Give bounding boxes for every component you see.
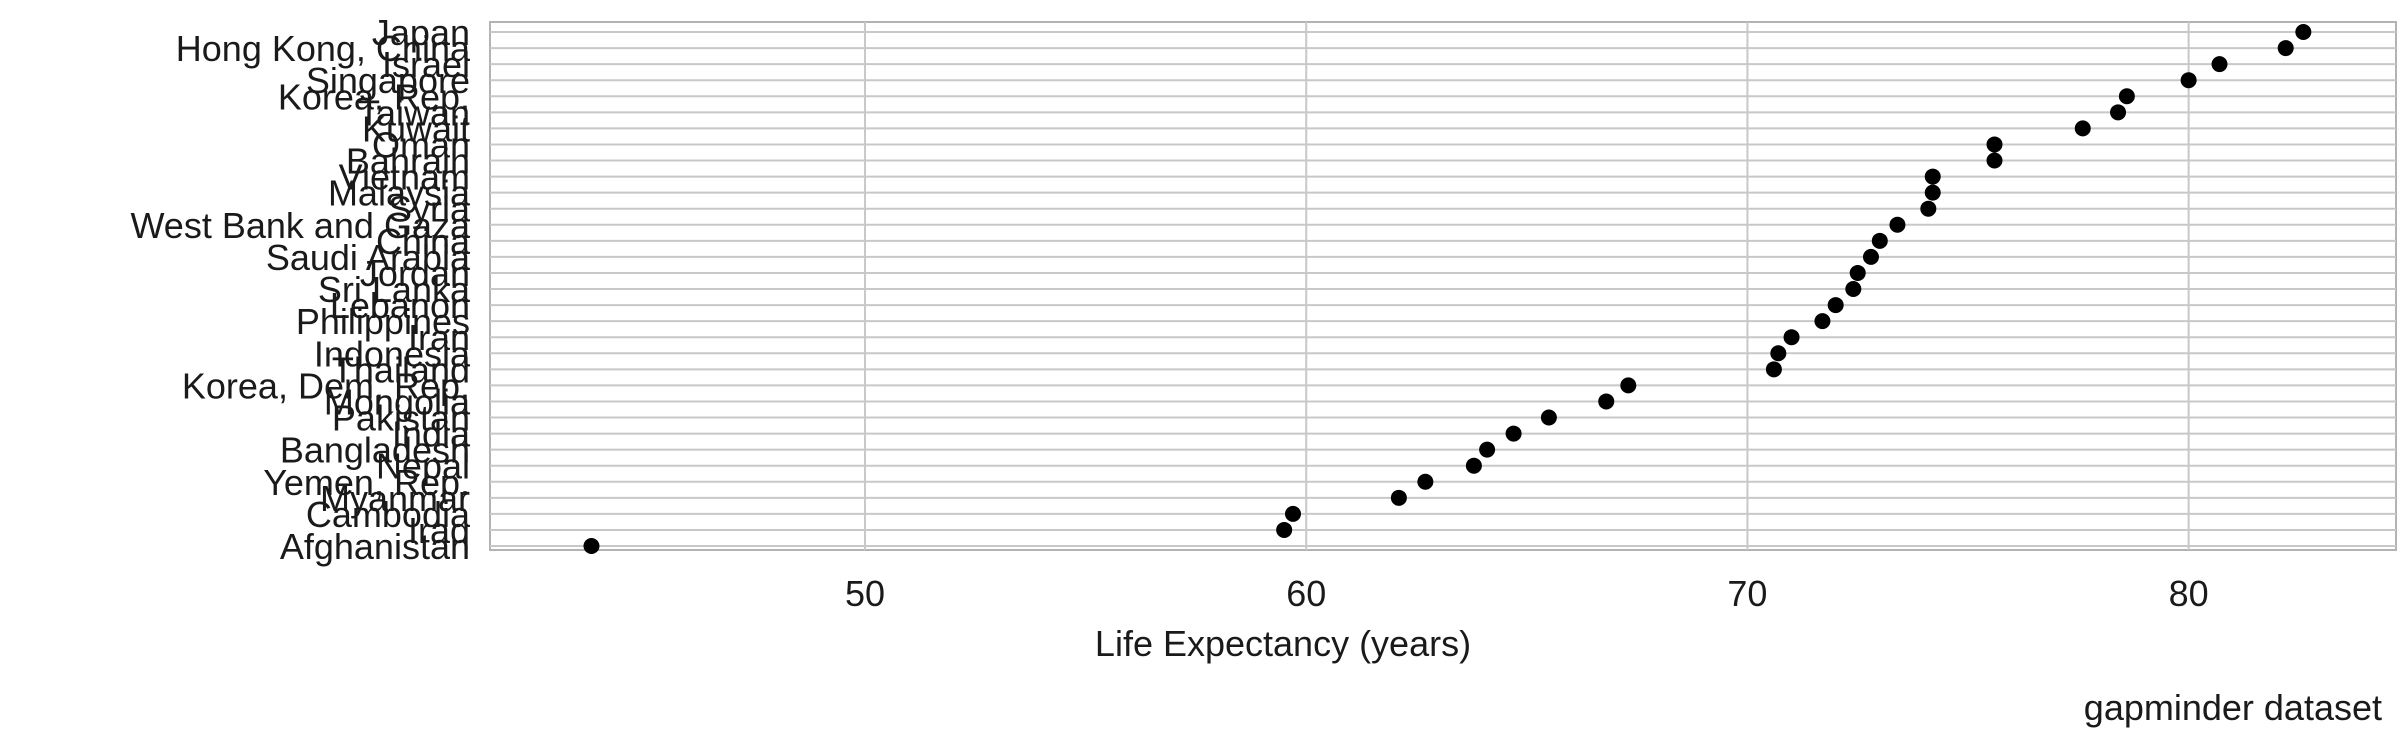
data-point [1765,361,1782,378]
y-tick-label: Thailand [332,349,470,390]
data-point [583,538,600,554]
data-point [1505,425,1522,442]
data-point [1862,248,1879,265]
y-tick-label: Korea, Dem. Rep. [182,365,470,406]
x-axis-title: Life Expectancy (years) [1095,623,1471,664]
data-point [2118,88,2135,105]
y-tick-label: Afghanistan [280,526,470,567]
data-point [1284,505,1301,522]
y-tick-label: Jordan [360,253,470,294]
x-gridlines [864,22,2190,550]
x-tick-label: 80 [2169,573,2209,614]
plot-panel [489,21,2397,551]
data-point [1986,152,2003,169]
data-point [1986,136,2003,153]
data-point [2074,120,2091,137]
data-point [1920,200,1937,217]
data-point [1783,329,1800,346]
data-point [1845,281,1862,297]
y-tick-label: Nepal [376,446,470,487]
data-point [1871,232,1888,249]
chart-caption: gapminder dataset [2084,687,2382,728]
y-tick-label: Kuwait [362,108,470,149]
data-point [1598,393,1615,410]
y-tick-label: Iran [408,317,470,358]
data-point [1540,409,1557,426]
y-tick-label: Korea, Rep. [278,76,470,117]
y-tick-label: Malaysia [328,173,471,214]
y-tick-label: Hong Kong, China [176,28,471,69]
y-tick-label: Japan [372,12,470,53]
data-point [1465,457,1482,474]
y-tick-label: Bangladesh [280,430,470,471]
data-point [1390,489,1407,506]
y-tick-label: West Bank and Gaza [130,205,471,246]
y-tick-label: Taiwan [358,92,470,133]
y-tick-label: China [376,221,471,262]
y-tick-label: Saudi Arabia [266,237,471,278]
y-tick-label: Sri Lanka [318,269,471,310]
y-tick-label: Iraq [408,510,470,551]
x-tick-label: 70 [1727,573,1767,614]
x-tick-labels: 50 60 70 80 [845,573,2209,614]
data-point [1276,521,1293,538]
y-tick-label: Singapore [306,60,470,101]
y-tick-label: Yemen, Rep. [263,462,470,503]
data-point [1827,297,1844,314]
data-point [1620,377,1637,394]
x-tick-label: 50 [845,573,885,614]
y-tick-label: Myanmar [320,478,470,519]
y-tick-label: Mongolia [324,381,471,422]
data-point [1924,184,1941,201]
y-gridlines [490,31,2396,547]
x-tick-label: 60 [1286,573,1326,614]
data-point [2110,104,2127,121]
y-tick-label: Vietnam [339,157,470,198]
data-point [1849,264,1866,281]
data-point [1479,441,1496,458]
y-tick-label: Oman [372,124,470,165]
data-point [1924,168,1941,185]
y-tick-label: Philippines [296,301,470,342]
data-point [2295,24,2312,40]
y-tick-label: Cambodia [306,494,471,535]
data-point [1814,313,1831,330]
data-point [1417,473,1434,490]
data-point [2277,40,2294,57]
panel-border [489,21,2397,551]
data-points [583,24,2312,554]
data-point [1889,216,1906,233]
y-tick-label: Israel [382,44,470,85]
y-tick-label: Bahrain [346,141,470,182]
data-point [2211,56,2228,73]
y-tick-label: Lebanon [330,285,470,326]
y-tick-label: Pakistan [332,398,470,439]
data-point [1770,345,1787,362]
y-tick-label: Indonesia [314,333,471,374]
y-tick-label: Syria [388,189,471,230]
y-tick-label: India [392,414,471,455]
data-point [2180,72,2197,89]
